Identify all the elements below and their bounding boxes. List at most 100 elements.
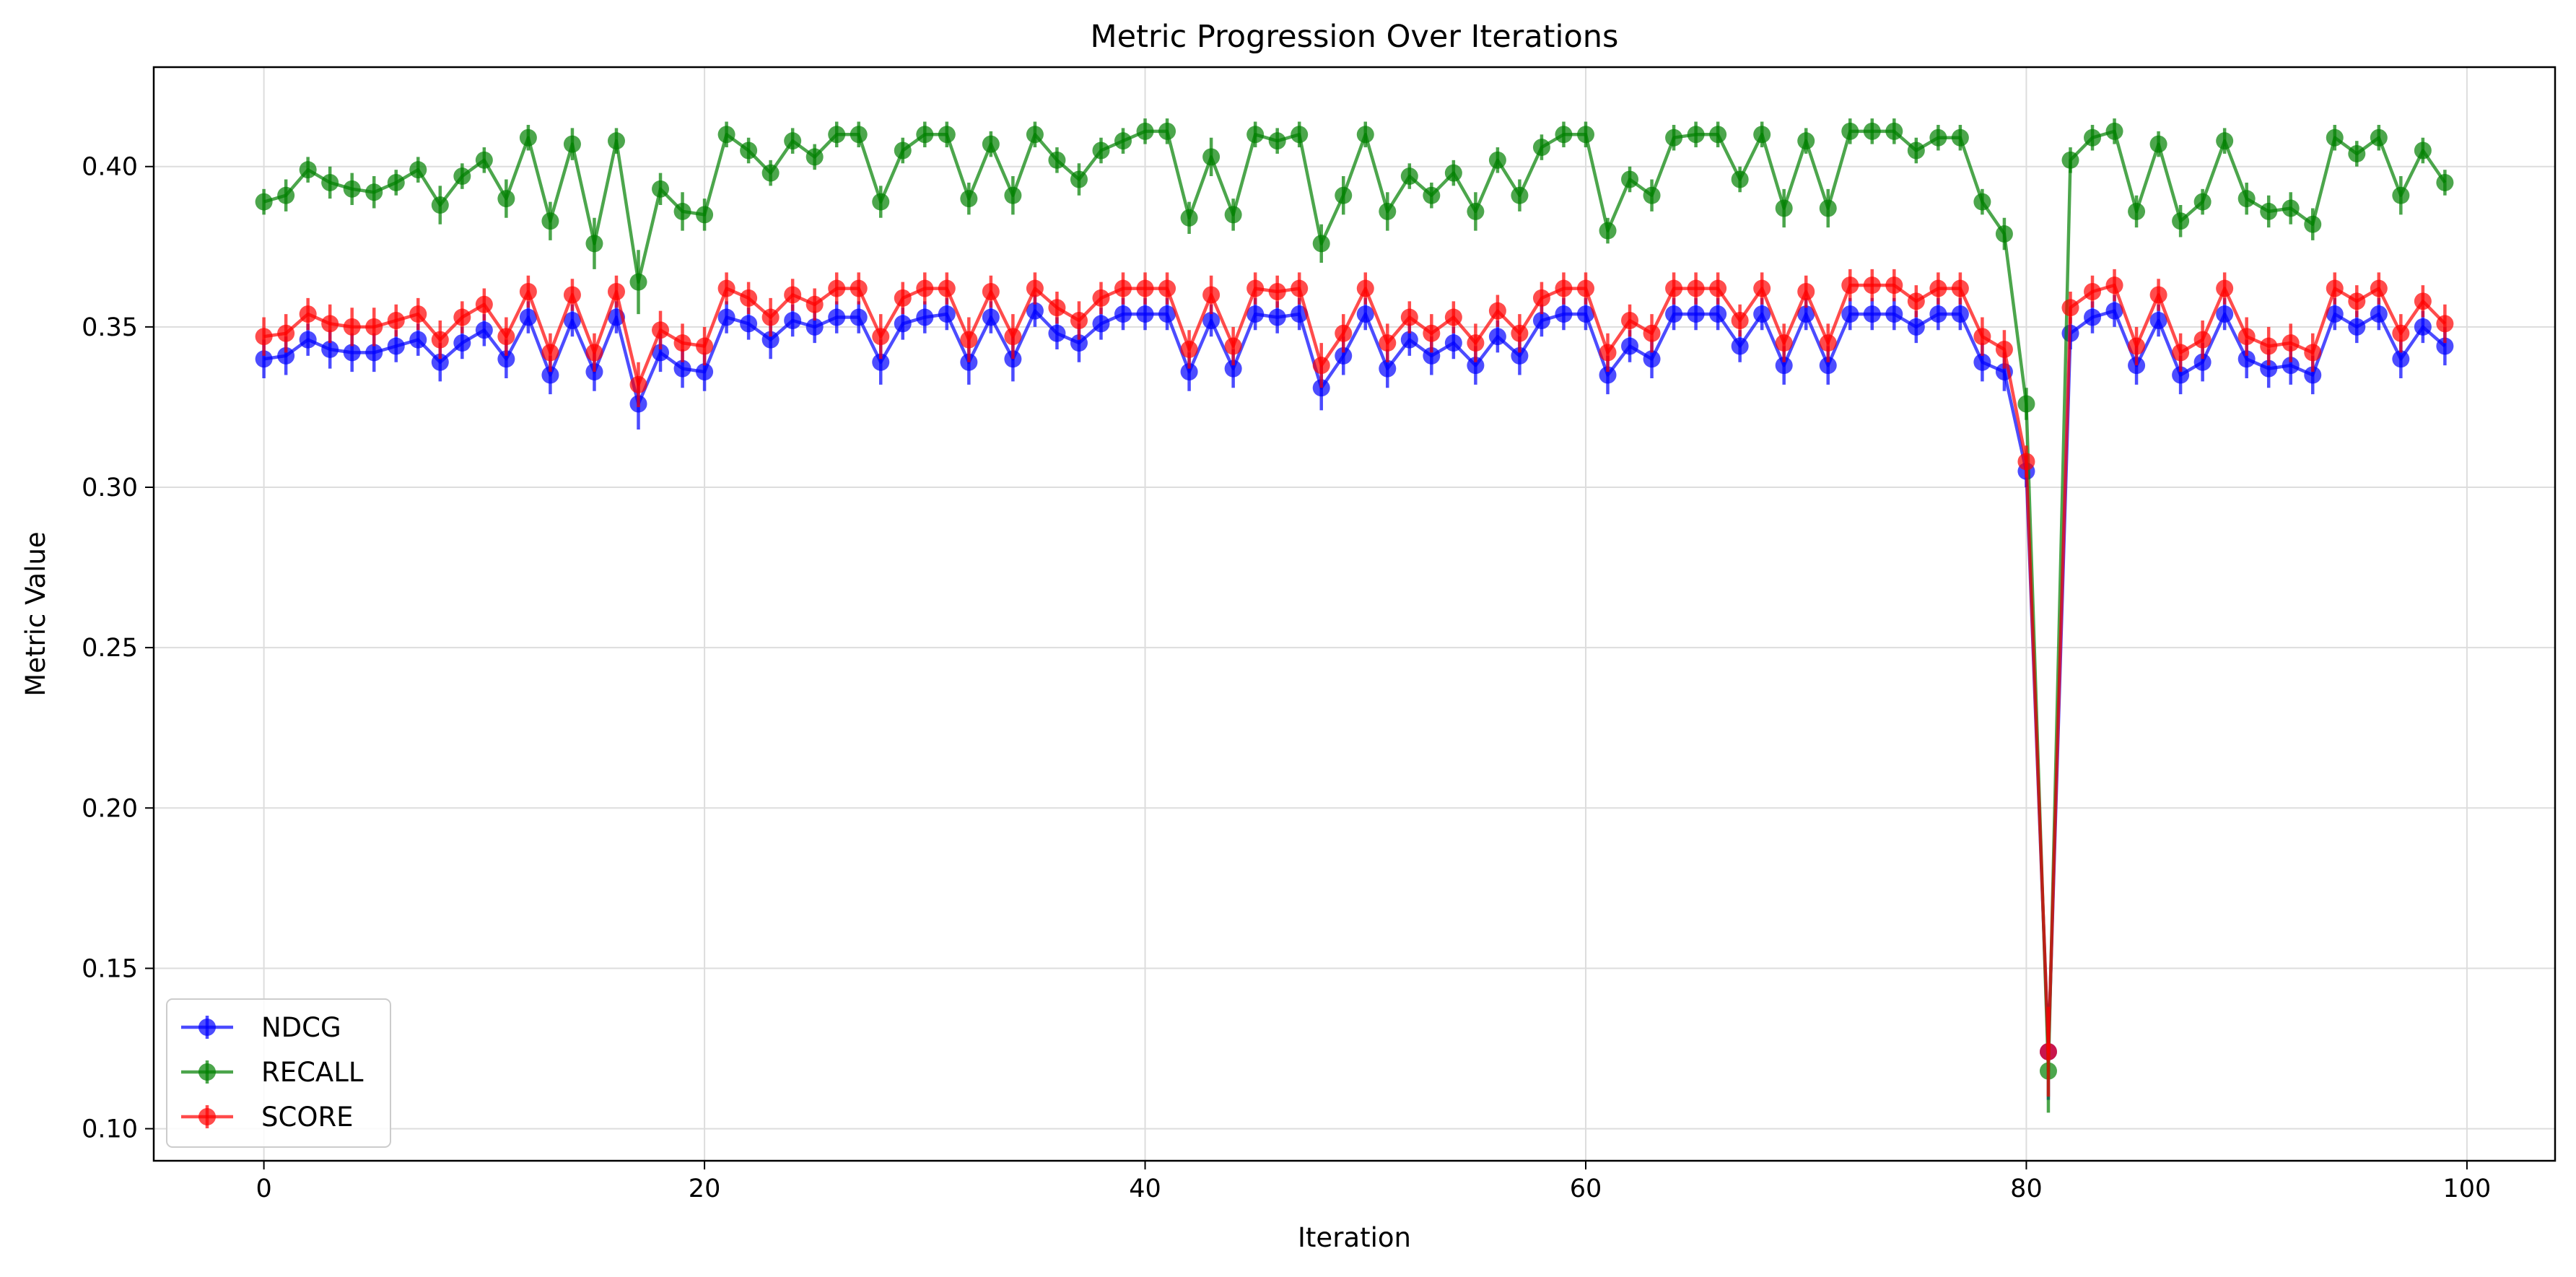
recall-point — [2260, 202, 2278, 220]
score-point — [1312, 357, 1330, 375]
ndcg-point — [1555, 305, 1573, 323]
score-point — [2392, 324, 2410, 342]
recall-point — [828, 126, 846, 144]
recall-point — [894, 141, 912, 160]
score-point — [1511, 324, 1529, 342]
ndcg-point — [1973, 353, 1991, 371]
ndcg-point — [255, 350, 273, 368]
score-point — [1907, 292, 1925, 310]
score-point — [960, 331, 978, 349]
recall-point — [1356, 126, 1374, 144]
recall-line — [263, 129, 2447, 1073]
recall-point — [475, 151, 493, 169]
score-point — [938, 279, 956, 297]
recall-point — [1136, 122, 1154, 140]
ndcg-point — [497, 350, 515, 368]
score-point — [2237, 328, 2256, 346]
score-point — [1665, 279, 1683, 297]
score-point — [1863, 276, 1881, 295]
recall-point — [2326, 128, 2344, 147]
score-point — [1621, 311, 1639, 329]
ndcg-point — [805, 318, 824, 336]
ndcg-point — [2414, 318, 2432, 336]
score-point — [1158, 279, 1176, 297]
ndcg-point — [1136, 305, 1154, 323]
recall-point — [982, 135, 1000, 153]
ndcg-point — [916, 308, 934, 326]
score-point — [1532, 289, 1550, 307]
recall-point — [1312, 235, 1330, 253]
score-point — [1136, 279, 1154, 297]
score-point — [1819, 334, 1837, 352]
recall-point — [761, 164, 780, 182]
score-point — [1400, 308, 1418, 326]
ndcg-point — [2436, 337, 2454, 355]
ndcg-point — [277, 347, 295, 365]
recall-point — [1995, 225, 2013, 243]
score-point — [2084, 282, 2102, 300]
score-point — [277, 324, 295, 342]
score-point — [1004, 328, 1022, 346]
recall-point — [1268, 132, 1286, 150]
score-point — [828, 279, 846, 297]
recall-point — [740, 141, 758, 160]
ndcg-point — [1951, 305, 1969, 323]
ndcg-point — [1907, 318, 1925, 336]
score-line — [263, 283, 2447, 1054]
legend-label-recall: RECALL — [261, 1057, 364, 1088]
recall-point — [497, 190, 515, 208]
recall-point — [277, 186, 295, 204]
ndcg-point — [1643, 350, 1661, 368]
recall-point — [519, 128, 537, 147]
score-point — [1180, 340, 1198, 358]
recall-point — [1907, 141, 1925, 160]
recall-point — [1114, 132, 1132, 150]
ndcg-point — [2237, 350, 2256, 368]
ndcg-point — [1467, 357, 1485, 375]
recall-point — [541, 212, 559, 230]
score-point — [1951, 279, 1969, 297]
recall-point — [1488, 151, 1506, 169]
recall-point — [784, 132, 802, 150]
score-point — [1841, 276, 1859, 295]
score-point — [299, 305, 317, 323]
score-point — [1576, 279, 1594, 297]
ndcg-point — [784, 311, 802, 329]
recall-point — [2193, 193, 2212, 211]
recall-point — [938, 126, 956, 144]
ndcg-point — [1841, 305, 1859, 323]
recall-point — [1379, 202, 1397, 220]
score-point — [1202, 286, 1221, 304]
ndcg-point — [1224, 359, 1242, 378]
score-point — [519, 282, 537, 300]
ndcg-point — [761, 331, 780, 349]
score-point — [453, 308, 471, 326]
recall-point — [1004, 186, 1022, 204]
legend: NDCG RECALL SCORE — [166, 998, 391, 1148]
recall-point — [1291, 126, 1309, 144]
ndcg-point — [431, 353, 449, 371]
ndcg-point — [1599, 366, 1617, 384]
recall-point — [1224, 206, 1242, 224]
score-point — [784, 286, 802, 304]
ndcg-point — [1819, 357, 1837, 375]
recall-point — [1951, 128, 1969, 147]
ndcg-point — [1335, 347, 1353, 365]
ndcg-point — [894, 315, 912, 333]
recall-point — [321, 173, 339, 191]
score-point — [1687, 279, 1705, 297]
score-point — [541, 344, 559, 362]
score-point — [652, 321, 670, 339]
score-point — [321, 315, 339, 333]
score-point — [1488, 302, 1506, 320]
ndcg-point — [1291, 305, 1309, 323]
recall-point — [1444, 164, 1462, 182]
recall-point — [916, 126, 934, 144]
ndcg-point — [1423, 347, 1441, 365]
ndcg-point — [1379, 359, 1397, 378]
recall-point — [2017, 395, 2035, 413]
legend-swatch-marker-score — [198, 1108, 216, 1125]
score-point — [1995, 340, 2013, 358]
score-point — [982, 282, 1000, 300]
ndcg-point — [717, 308, 735, 326]
